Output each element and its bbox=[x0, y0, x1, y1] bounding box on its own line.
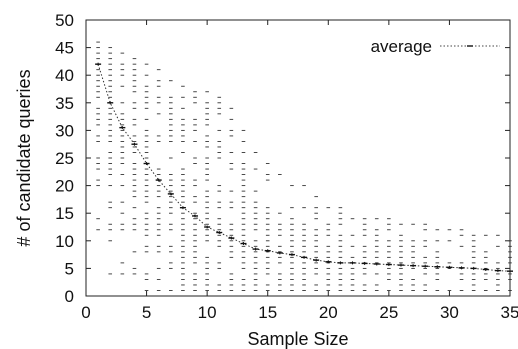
x-tick-label: 30 bbox=[440, 303, 459, 322]
y-tick-label: 0 bbox=[65, 287, 74, 306]
y-tick-label: 15 bbox=[55, 204, 74, 223]
y-tick-label: 5 bbox=[65, 259, 74, 278]
y-axis-label: # of candidate queries bbox=[14, 69, 34, 246]
sample-points-layer bbox=[96, 41, 512, 291]
x-axis-label: Sample Size bbox=[247, 329, 348, 349]
x-tick-label: 25 bbox=[379, 303, 398, 322]
average-line bbox=[97, 64, 511, 272]
y-tick-label: 50 bbox=[55, 11, 74, 30]
y-tick-label: 35 bbox=[55, 94, 74, 113]
x-tick-label: 0 bbox=[81, 303, 90, 322]
average-series-layer bbox=[95, 62, 513, 273]
x-tick-label: 35 bbox=[501, 303, 518, 322]
x-tick-label: 20 bbox=[319, 303, 338, 322]
plot-frame bbox=[85, 19, 511, 297]
x-tick-label: 10 bbox=[198, 303, 217, 322]
x-tick-label: 15 bbox=[258, 303, 277, 322]
y-tick-label: 40 bbox=[55, 66, 74, 85]
y-tick-label: 30 bbox=[55, 121, 74, 140]
y-tick-label: 20 bbox=[55, 177, 74, 196]
y-tick-label: 45 bbox=[55, 39, 74, 58]
legend-label-average: average bbox=[371, 37, 432, 56]
y-tick-label: 10 bbox=[55, 232, 74, 251]
tick-layer: 0 5 10 15 20 25 30 35 0 5 10 15 20 25 30 35 40 45 50 bbox=[55, 11, 518, 322]
legend: average bbox=[371, 37, 500, 56]
x-tick-label: 5 bbox=[142, 303, 151, 322]
y-tick-label: 25 bbox=[55, 149, 74, 168]
